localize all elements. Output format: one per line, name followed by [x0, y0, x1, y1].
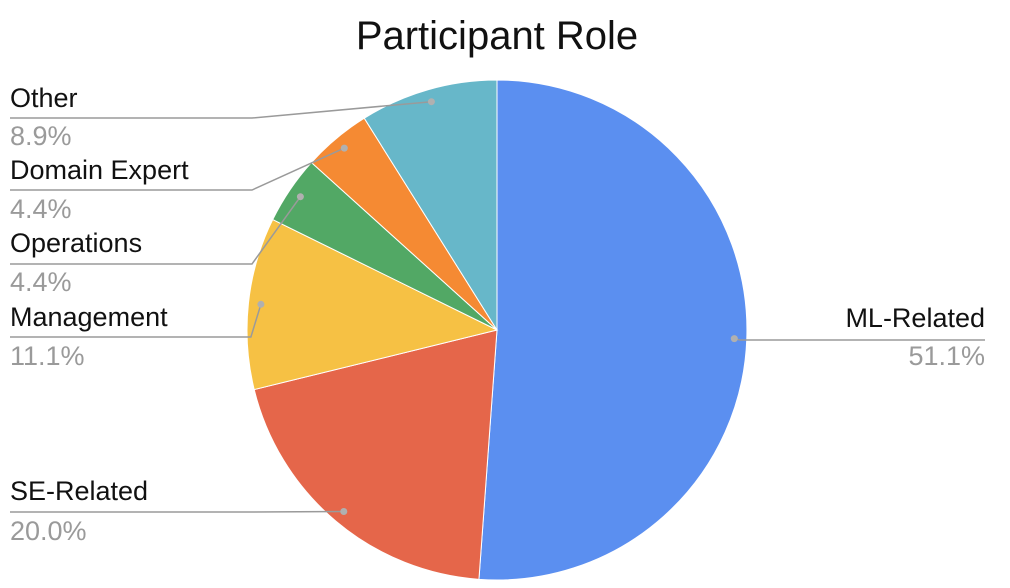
slice-label-operations: Operations	[10, 228, 142, 258]
leader-dot-management	[257, 300, 265, 308]
slice-percent-ml-related: 51.1%	[908, 341, 985, 371]
pie-slices	[246, 79, 748, 581]
leader-line-operations	[10, 196, 302, 265]
chart-title: Participant Role	[356, 14, 638, 58]
leader-line-se-related	[10, 510, 344, 513]
leader-dot-ml-related	[730, 335, 738, 343]
leader-line-ml-related	[734, 337, 985, 341]
slice-label-management: Management	[10, 302, 168, 332]
pie-slice-se-related	[253, 329, 498, 580]
slice-label-ml-related: ML-Related	[845, 303, 985, 333]
leader-line-management	[10, 304, 262, 338]
slice-label-other: Other	[10, 83, 78, 113]
slice-labels: ML-Related 51.1% SE-Related 20.0% Management…	[10, 83, 985, 546]
slice-percent-domain-expert: 4.4%	[10, 194, 72, 224]
slice-percent-se-related: 20.0%	[10, 516, 87, 546]
slice-percent-other: 8.9%	[10, 121, 72, 151]
leader-dot-other	[427, 98, 435, 106]
leader-lines	[10, 98, 985, 515]
slice-percent-operations: 4.4%	[10, 267, 72, 297]
leader-dot-se-related	[340, 508, 348, 515]
pie-slice-management	[246, 218, 499, 391]
leader-dot-operations	[296, 193, 304, 201]
slice-percent-management: 11.1%	[10, 341, 85, 371]
leader-dot-domain-expert	[340, 144, 348, 152]
pie-slice-ml-related	[478, 79, 748, 581]
leader-line-domain-expert	[10, 147, 345, 191]
slice-label-domain-expert: Domain Expert	[10, 155, 189, 185]
leader-line-other	[10, 100, 432, 119]
slice-label-se-related: SE-Related	[10, 476, 148, 506]
pie-slice-other	[363, 79, 498, 332]
